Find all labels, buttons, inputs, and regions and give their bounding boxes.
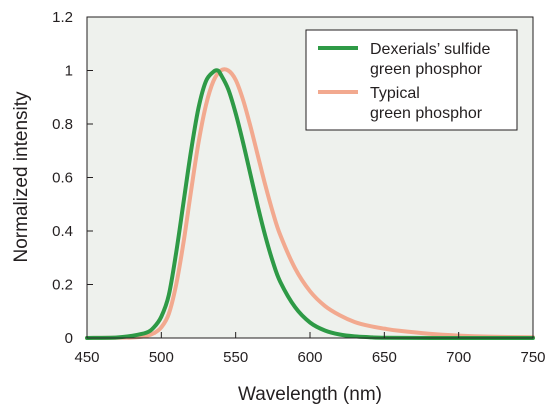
y-tick-label: 1.2: [52, 9, 73, 26]
x-axis-ticks: 450 500 550 600 650 700 750: [74, 332, 546, 366]
x-tick-label: 750: [520, 349, 545, 366]
y-axis-ticks: 0 0.2 0.4 0.6 0.8 1 1.2: [52, 9, 93, 347]
y-tick-label: 0.8: [52, 116, 73, 133]
y-tick-label: 1: [65, 63, 73, 80]
x-tick-label: 600: [297, 349, 322, 366]
x-tick-label: 500: [149, 349, 174, 366]
series-line-typical: [85, 67, 535, 340]
x-tick-label: 450: [74, 349, 99, 366]
y-axis-title: Normalized intensity: [11, 91, 32, 263]
x-tick-label: 650: [372, 349, 397, 366]
series-line-dexerials: [85, 68, 535, 341]
legend: Dexerials’ sulfide green phosphor Typica…: [305, 29, 518, 131]
y-tick-label: 0.4: [52, 223, 73, 240]
y-tick-label: 0: [65, 330, 73, 347]
legend-label-typical-line2: green phosphor: [370, 105, 483, 122]
series-layer: [85, 67, 535, 341]
legend-label-typical-line1: Typical: [370, 85, 420, 102]
legend-label-dexerials-line2: green phosphor: [370, 61, 483, 78]
y-tick-label: 0.6: [52, 170, 73, 187]
y-tick-label: 0.2: [52, 277, 73, 294]
x-tick-label: 700: [446, 349, 471, 366]
x-axis-title: Wavelength (nm): [238, 384, 382, 405]
x-tick-label: 550: [223, 349, 248, 366]
legend-label-dexerials-line1: Dexerials’ sulfide: [370, 41, 490, 58]
